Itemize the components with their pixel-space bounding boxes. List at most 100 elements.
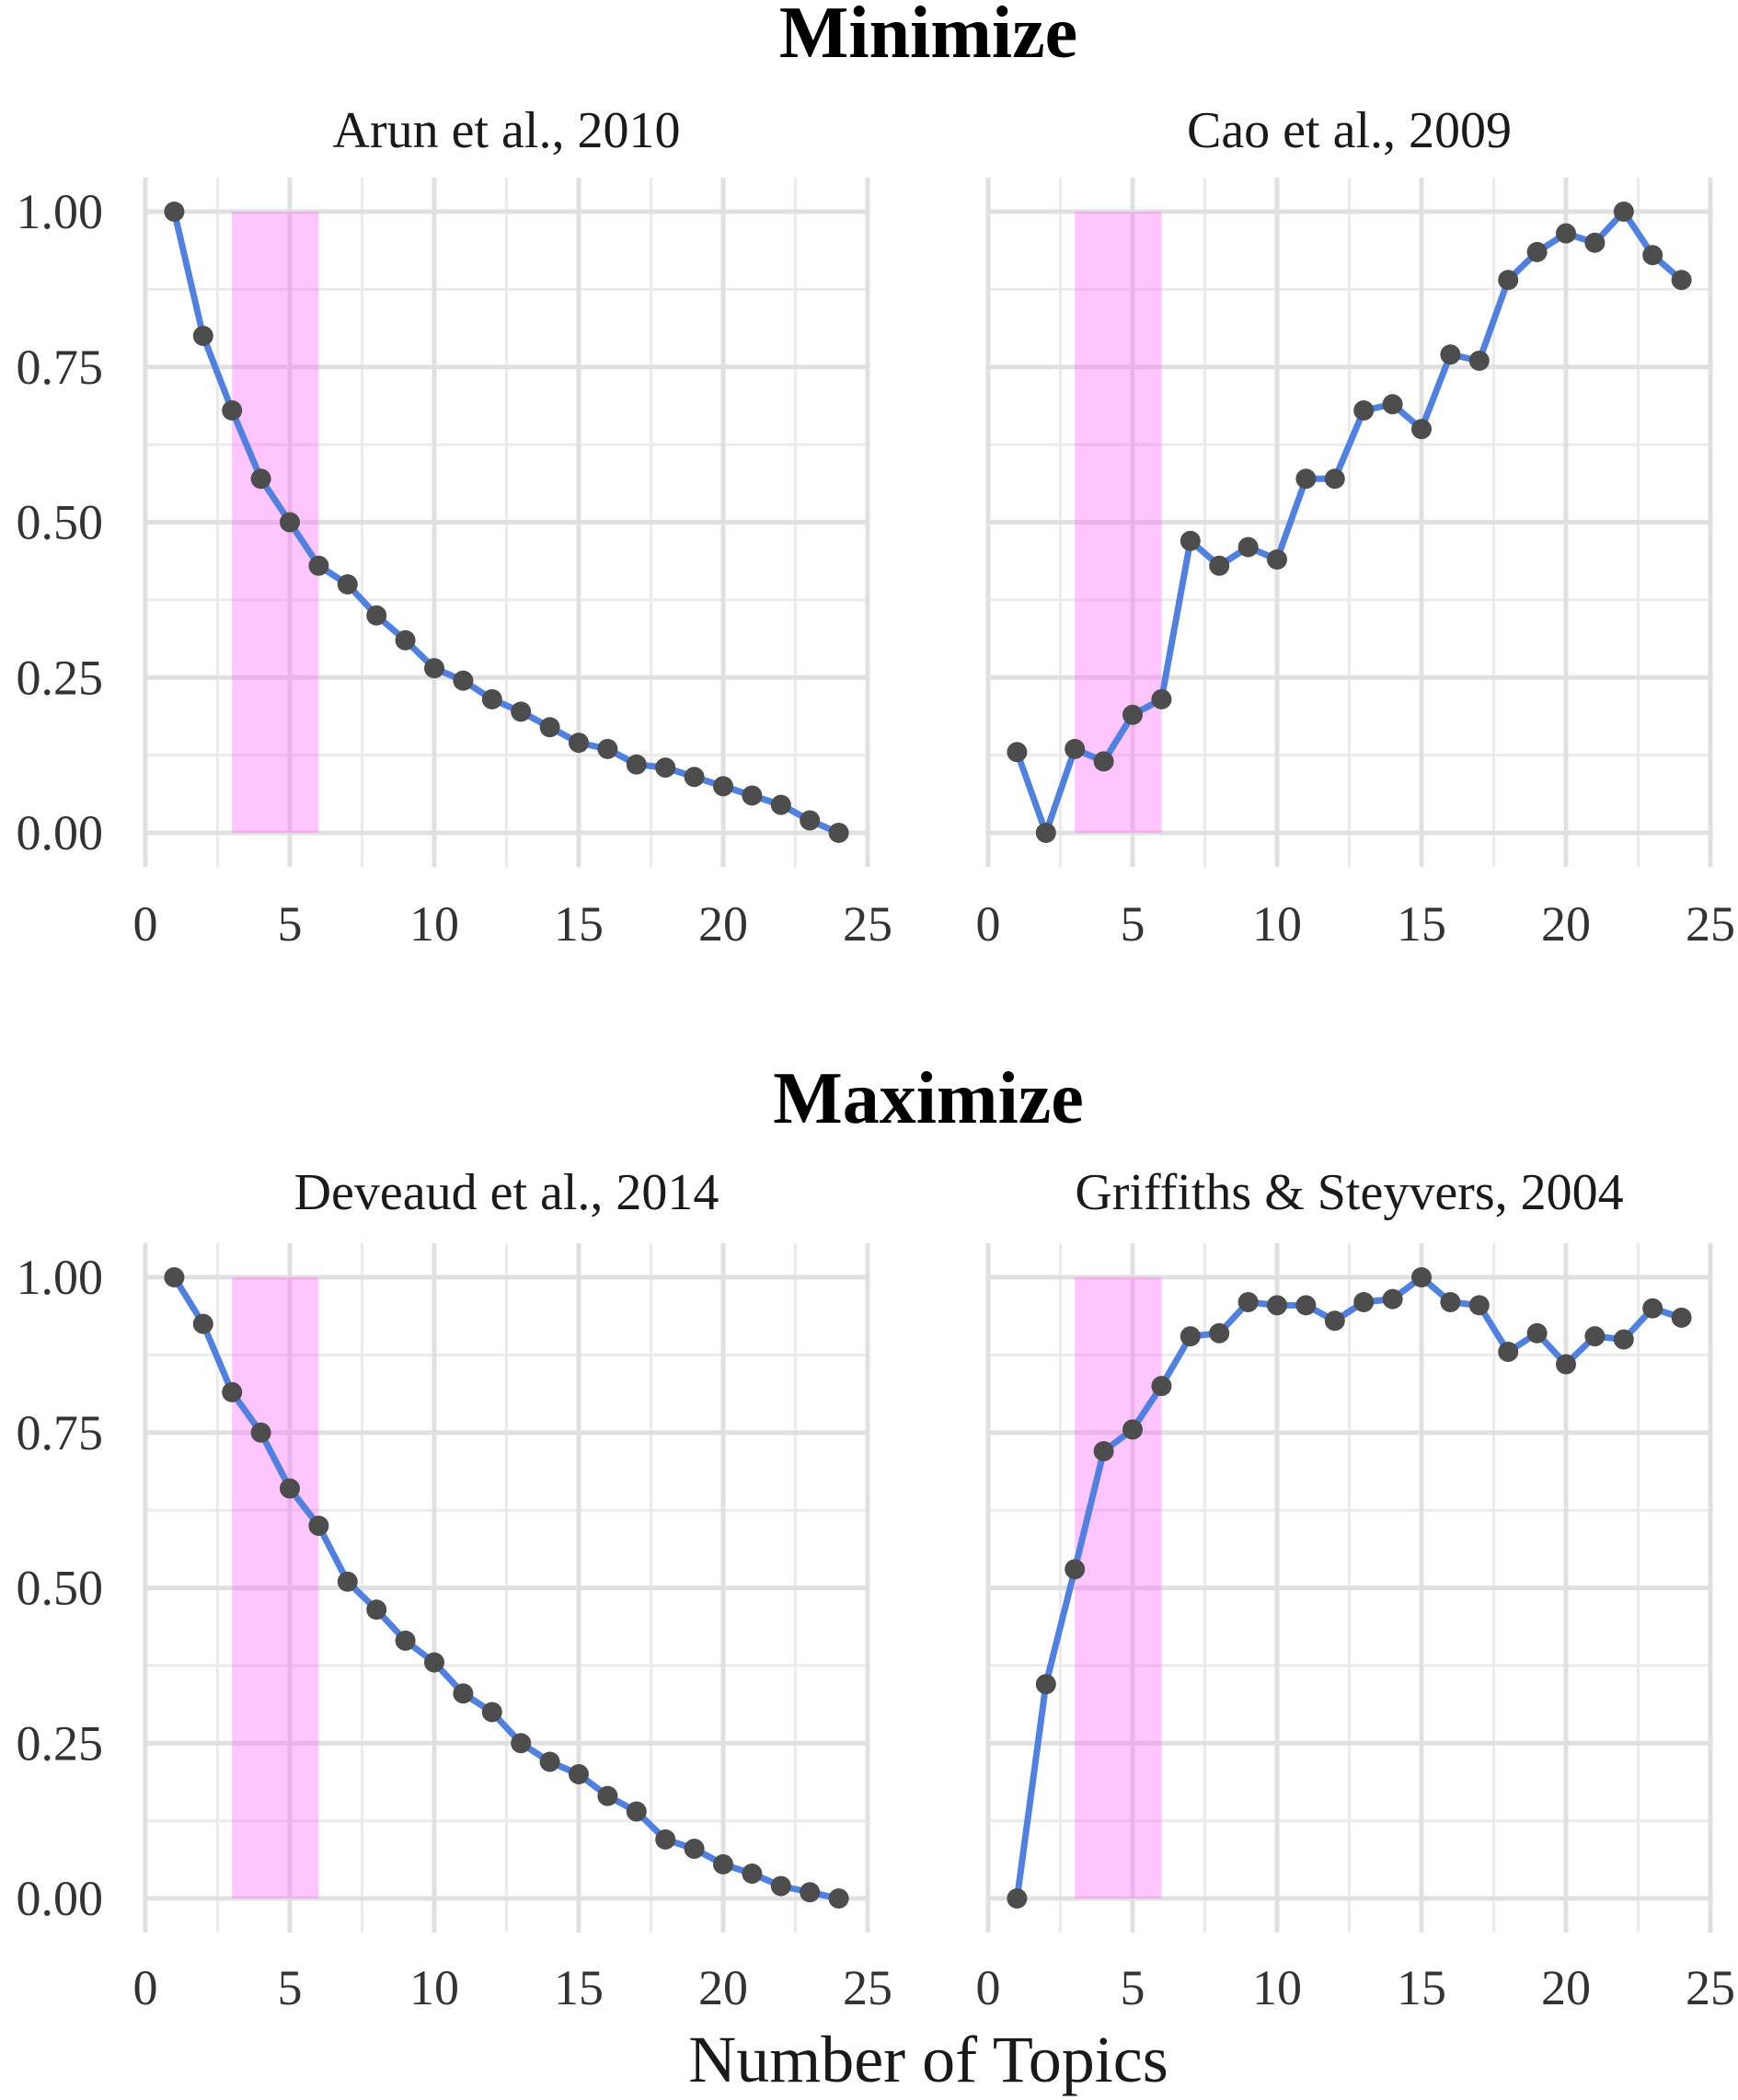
data-point <box>453 670 474 691</box>
data-point <box>1093 1441 1114 1461</box>
data-point <box>453 1683 474 1704</box>
data-point <box>1065 738 1086 759</box>
x-tick-label: 5 <box>278 1960 303 2015</box>
data-point <box>1122 704 1143 725</box>
x-tick-label: 25 <box>843 896 892 952</box>
y-tick-label: 0.00 <box>17 805 104 860</box>
data-point <box>1468 351 1490 371</box>
highlight-band <box>1075 1277 1162 1898</box>
highlight-band <box>1075 212 1162 833</box>
y-tick-label: 0.75 <box>17 1405 104 1460</box>
data-point <box>1209 555 1230 576</box>
x-tick-label: 20 <box>1541 896 1591 952</box>
data-point <box>539 1751 560 1772</box>
data-point <box>770 794 791 815</box>
data-point <box>1642 1298 1663 1319</box>
data-point <box>1556 223 1576 244</box>
x-tick-label: 25 <box>1686 896 1735 952</box>
data-point <box>1411 419 1432 440</box>
data-point <box>1209 1322 1230 1344</box>
data-point <box>308 555 329 576</box>
data-point <box>1151 688 1172 710</box>
data-point <box>1382 394 1403 415</box>
data-point <box>424 658 444 679</box>
data-point <box>337 1571 358 1592</box>
panel-cao: Cao et al., 2009 0 5 10 15 20 25 <box>976 102 1736 952</box>
data-point <box>1526 241 1548 262</box>
x-tick-label: 15 <box>554 896 604 952</box>
y-tick-label: 0.50 <box>17 495 104 550</box>
data-point <box>164 1267 185 1287</box>
data-point <box>337 574 358 594</box>
data-point <box>1584 1326 1606 1347</box>
data-point <box>1411 1267 1432 1287</box>
data-point <box>280 1478 300 1499</box>
y-tick-label: 0.75 <box>17 340 104 395</box>
data-point <box>308 1516 329 1536</box>
y-tick-label: 0.25 <box>17 650 104 705</box>
x-tick-label: 25 <box>1686 1960 1735 2015</box>
data-point <box>800 1882 821 1903</box>
data-point <box>1093 751 1114 772</box>
data-point <box>569 1764 589 1784</box>
section-title-maximize: Maximize <box>773 1058 1084 1139</box>
data-point <box>828 823 849 843</box>
data-point <box>1180 1326 1201 1347</box>
data-point <box>424 1652 444 1673</box>
x-tick-label: 25 <box>843 1960 892 2015</box>
data-point <box>742 785 763 806</box>
data-point <box>1180 530 1201 551</box>
panel-title: Griffiths & Steyvers, 2004 <box>1075 1164 1623 1221</box>
data-point <box>1324 468 1345 490</box>
data-point <box>1556 1354 1576 1375</box>
highlight-band <box>232 1277 319 1898</box>
data-point <box>395 1630 416 1651</box>
data-point <box>481 1702 502 1723</box>
panel-title: Cao et al., 2009 <box>1187 102 1512 159</box>
data-point <box>1584 232 1606 253</box>
data-point <box>1353 400 1375 421</box>
data-point <box>250 1422 271 1443</box>
data-point <box>684 767 705 788</box>
x-tick-label: 15 <box>1397 1960 1446 2015</box>
panel-griffiths: Griffiths & Steyvers, 2004 0 5 10 15 20 25 <box>976 1164 1736 2015</box>
data-point <box>713 1853 733 1875</box>
x-tick-label: 5 <box>1121 1960 1145 2015</box>
x-tick-label: 10 <box>409 1960 459 2015</box>
y-tick-label: 0.50 <box>17 1561 104 1616</box>
data-point <box>366 1599 387 1621</box>
data-point <box>1007 1888 1028 1909</box>
data-point <box>1324 1310 1345 1332</box>
data-point <box>1035 823 1056 843</box>
data-point <box>481 688 502 710</box>
data-point <box>1267 1295 1287 1316</box>
x-tick-label: 20 <box>1541 1960 1591 2015</box>
y-tick-label: 1.00 <box>17 1250 104 1305</box>
data-point <box>1671 270 1692 291</box>
y-tick-label: 1.00 <box>17 184 104 239</box>
x-tick-label: 5 <box>1121 896 1145 952</box>
data-point <box>164 202 185 222</box>
data-point <box>280 512 300 533</box>
data-point <box>1295 1295 1317 1316</box>
data-point <box>1671 1307 1692 1328</box>
data-point <box>1151 1376 1172 1397</box>
data-point <box>626 1801 647 1822</box>
data-point <box>1642 245 1663 266</box>
data-point <box>222 1381 243 1402</box>
data-point <box>1267 549 1287 570</box>
x-tick-label: 0 <box>976 896 1001 952</box>
data-point <box>569 733 589 754</box>
section-title-minimize: Minimize <box>779 0 1077 74</box>
data-point <box>192 1313 213 1334</box>
data-point <box>1382 1288 1403 1310</box>
data-point <box>1237 1292 1259 1312</box>
data-point <box>655 757 676 779</box>
data-point <box>828 1888 849 1909</box>
data-point <box>800 810 821 831</box>
data-point <box>1613 202 1634 222</box>
y-tick-label: 0.25 <box>17 1715 104 1771</box>
data-point <box>1526 1322 1548 1344</box>
y-tick-label: 0.00 <box>17 1871 104 1926</box>
